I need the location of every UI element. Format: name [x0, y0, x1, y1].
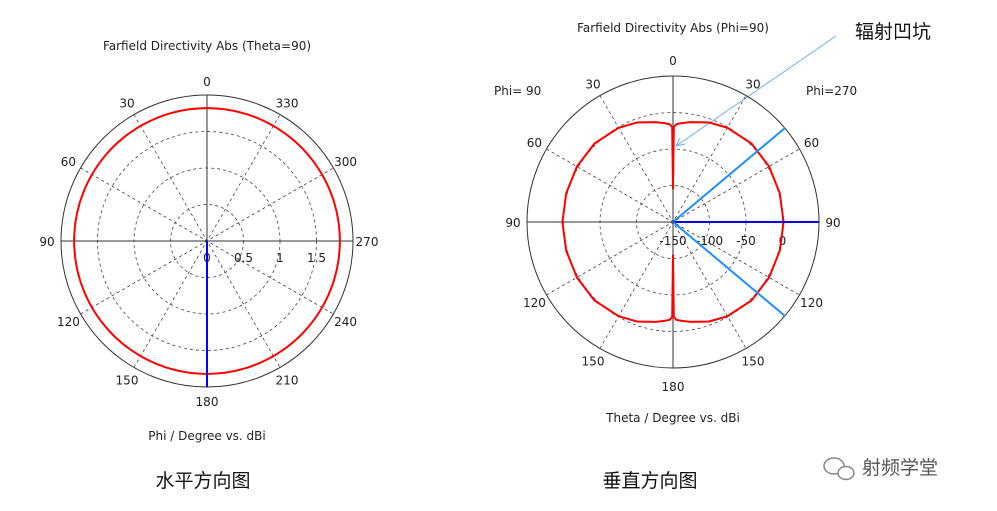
- angle-tick-label: 150: [116, 374, 139, 388]
- angle-tick-label: 120: [800, 296, 823, 310]
- radial-tick-label: -150: [659, 234, 686, 248]
- angle-tick-label: 0: [203, 75, 211, 89]
- left-polar-plot: 030609012015018021024027030033000.511.5: [39, 75, 378, 409]
- left-chart-title: Farfield Directivity Abs (Theta=90): [103, 39, 311, 53]
- watermark-text: 射频学堂: [862, 457, 938, 479]
- angle-tick-label: 300: [334, 155, 357, 169]
- angle-tick-label: 270: [356, 235, 379, 249]
- annotation-arrowhead: [675, 137, 686, 147]
- annotation-arrow: [675, 35, 837, 147]
- angle-tick-label: 90: [825, 216, 840, 230]
- radial-tick-label: 1.5: [307, 251, 326, 265]
- right-chart-xlabel: Theta / Degree vs. dBi: [605, 411, 740, 425]
- angle-tick-label: 150: [582, 355, 605, 369]
- angle-tick-label: 60: [804, 136, 819, 150]
- left-chart-xlabel: Phi / Degree vs. dBi: [148, 429, 266, 443]
- angle-tick-label: 150: [742, 355, 765, 369]
- right-polar-plot: 0 180 30 30 60 60 90 90 120 120 150 150 -150 -100 -50 0: [505, 54, 840, 394]
- angle-tick-label: 330: [276, 96, 299, 110]
- angle-tick-label: 180: [662, 380, 685, 394]
- angle-tick-label: 0: [669, 54, 677, 68]
- radial-tick-label: 1: [276, 251, 284, 265]
- marker-line: [672, 221, 786, 317]
- annotation-label: 辐射凹坑: [855, 21, 931, 43]
- right-chart-caption: 垂直方向图: [602, 470, 697, 492]
- radial-tick-label: 0.5: [234, 251, 253, 265]
- right-chart-left-label: Phi= 90: [494, 84, 541, 98]
- angle-tick-label: 210: [276, 374, 299, 388]
- wechat-icon: [823, 457, 855, 481]
- angle-tick-label: 60: [61, 155, 76, 169]
- angle-tick-label: 180: [196, 395, 219, 409]
- marker-line: [672, 127, 786, 223]
- left-chart-caption: 水平方向图: [155, 470, 250, 492]
- right-chart-right-label: Phi=270: [806, 84, 857, 98]
- radial-tick-label: -50: [736, 234, 756, 248]
- radial-tick-label: -100: [696, 234, 723, 248]
- angle-tick-label: 30: [745, 77, 760, 91]
- angle-tick-label: 240: [334, 315, 357, 329]
- pattern-curve-phi90: [561, 121, 674, 323]
- right-chart-title: Farfield Directivity Abs (Phi=90): [577, 21, 769, 35]
- angle-tick-label: 120: [57, 315, 80, 329]
- radial-tick-label: 0: [779, 234, 787, 248]
- angle-tick-label: 60: [527, 136, 542, 150]
- angle-tick-label: 90: [39, 235, 54, 249]
- angle-tick-label: 90: [505, 216, 520, 230]
- angle-tick-label: 30: [119, 96, 134, 110]
- angle-tick-label: 30: [585, 77, 600, 91]
- angle-tick-label: 120: [523, 296, 546, 310]
